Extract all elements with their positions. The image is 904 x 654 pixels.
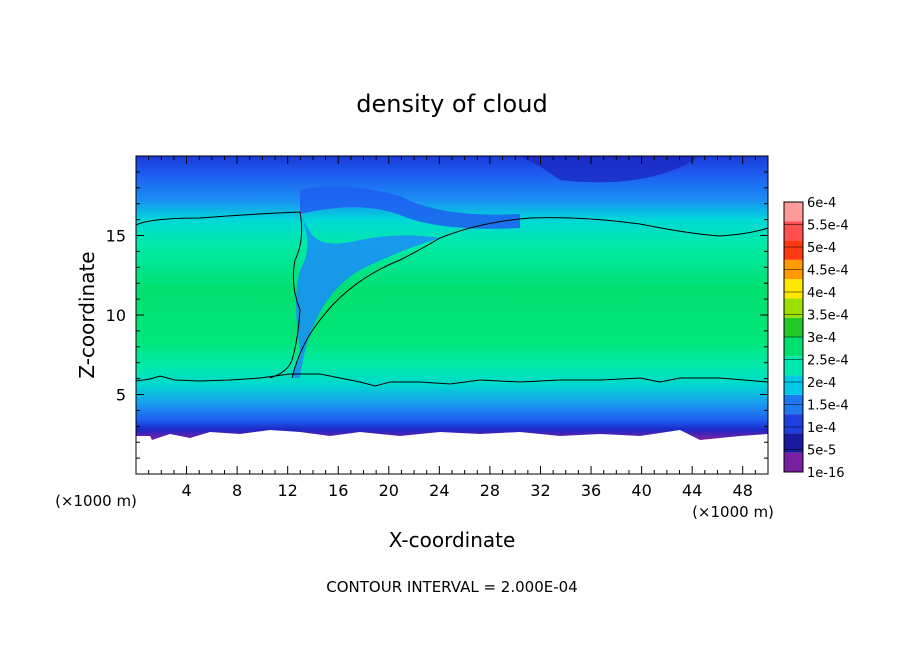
colorbar-label: 3e-4 xyxy=(807,331,836,346)
colorbar-swatch xyxy=(784,240,803,260)
y-axis-label: Z-coordinate xyxy=(75,251,99,378)
colorbar-label: 2.5e-4 xyxy=(807,354,849,369)
contours xyxy=(135,211,769,387)
colorbar-label: 1e-16 xyxy=(807,466,845,481)
y-unit-label: (×1000 m) xyxy=(55,492,137,510)
colorbar-label: 3.5e-4 xyxy=(807,309,849,324)
x-tick-label: 36 xyxy=(581,481,601,500)
colorbar-label: 4.5e-4 xyxy=(807,264,849,279)
colorbar-label: 5e-5 xyxy=(807,444,836,459)
x-tick-label: 4 xyxy=(181,481,191,500)
y-axis: 5 10 15 xyxy=(106,171,768,459)
x-tick-label: 28 xyxy=(480,481,500,500)
dry-intrusion-core xyxy=(292,215,440,378)
x-tick-label: 32 xyxy=(530,481,550,500)
x-axis: 4 8 12 16 20 24 28 32 36 40 44 48 xyxy=(148,156,756,500)
y-tick-label: 15 xyxy=(106,227,126,246)
colorbar-swatch xyxy=(784,452,803,472)
colorbar-label: 5e-4 xyxy=(807,241,836,256)
x-tick-label: 8 xyxy=(232,481,242,500)
colorbar-swatch xyxy=(784,375,803,395)
x-tick-label: 48 xyxy=(733,481,753,500)
dry-intrusion xyxy=(300,186,520,229)
x-tick-label: 44 xyxy=(682,481,702,500)
colorbar-swatch xyxy=(784,414,803,434)
y-tick-label: 10 xyxy=(106,306,126,325)
chart-title: density of cloud xyxy=(356,90,547,118)
colorbar-swatch xyxy=(784,317,803,337)
colorbar-swatch xyxy=(784,221,803,241)
contour-lower xyxy=(135,373,769,387)
plot-area xyxy=(136,156,768,474)
x-tick-label: 24 xyxy=(429,481,449,500)
x-tick-label: 16 xyxy=(328,481,348,500)
colorbar-label: 1e-4 xyxy=(807,421,836,436)
contour-upper-right xyxy=(291,217,769,379)
colorbar-swatch xyxy=(784,298,803,318)
colorbar-label: 2e-4 xyxy=(807,376,836,391)
x-axis-label: X-coordinate xyxy=(389,528,516,552)
colorbar-label: 4e-4 xyxy=(807,286,836,301)
colorbar-label: 5.5e-4 xyxy=(807,219,849,234)
x-tick-label: 40 xyxy=(631,481,651,500)
contour-interval-note: CONTOUR INTERVAL = 2.000E-04 xyxy=(326,578,577,596)
x-tick-label: 20 xyxy=(379,481,399,500)
x-unit-label: (×1000 m) xyxy=(692,503,774,521)
contour-upper-left xyxy=(135,211,303,379)
cloud-base-edge xyxy=(136,430,768,474)
colorbar-swatch xyxy=(784,279,803,299)
colorbar-swatch xyxy=(784,337,803,357)
colorbar-swatch xyxy=(784,433,803,453)
colorbar-label: 1.5e-4 xyxy=(807,399,849,414)
colorbar-label: 6e-4 xyxy=(807,196,836,211)
colorbar: 1e-16 5e-5 1e-4 1.5e-4 2e-4 2.5e-4 3e-4 3.5e-4 4… xyxy=(783,196,849,481)
density-field xyxy=(136,156,768,474)
x-tick-label: 12 xyxy=(278,481,298,500)
upper-dark-band xyxy=(520,156,700,183)
colorbar-swatch xyxy=(784,202,803,222)
colorbar-swatch xyxy=(784,356,803,376)
y-tick-label: 5 xyxy=(116,386,126,405)
